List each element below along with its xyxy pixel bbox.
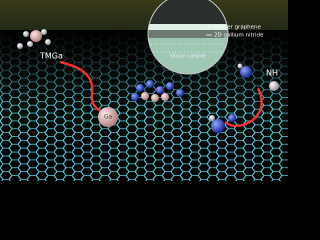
tmga-molecule — [17, 29, 51, 49]
inset-label-gan: 2D gallium nitride — [214, 33, 264, 39]
nh3-molecules — [209, 63, 279, 133]
inset-label-sic: silicon carbide — [170, 54, 206, 60]
path-left — [59, 60, 105, 114]
gan-island — [131, 80, 184, 102]
path-right — [224, 87, 263, 128]
inset-label-graphene: bilayer graphene — [214, 25, 262, 31]
label-nh3: NH — [266, 69, 278, 78]
ga-atom — [98, 107, 118, 127]
label-tmga: TMGa — [39, 52, 63, 61]
illustration: TMGa Ga NH silicon carbide bilayer graph… — [0, 0, 288, 181]
inset-frame — [147, 0, 229, 75]
label-ga: Ga — [104, 114, 113, 121]
